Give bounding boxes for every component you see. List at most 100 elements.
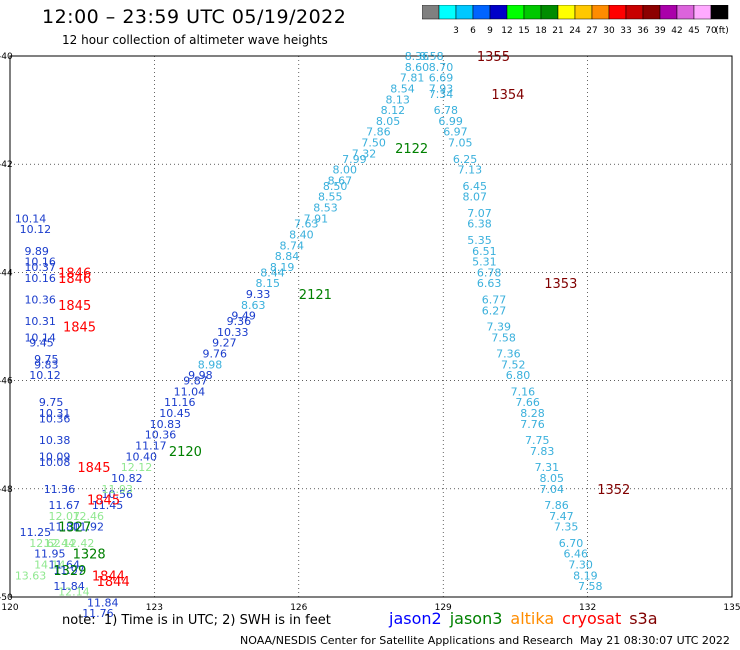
swh-reading: 10.40 [126, 450, 157, 463]
swh-reading: 11.64 [49, 559, 81, 572]
swh-reading: 6.97 [443, 126, 468, 139]
swh-reading: 10.08 [39, 456, 71, 469]
swh-reading: 8.63 [241, 299, 265, 312]
swh-reading: 8.19 [573, 569, 598, 582]
swh-reading: 10.36 [39, 412, 71, 425]
swh-reading: 8.00 [332, 164, 357, 177]
swh-reading: 11.97 [53, 564, 85, 577]
swh-reading: 7.16 [511, 385, 536, 398]
footnote: note: 1) Time is in UTC; 2) SWH is in fe… [62, 613, 331, 628]
swh-reading: 7.07 [467, 207, 492, 220]
swh-reading: 6.77 [482, 293, 507, 306]
swh-reading: 7.63 [294, 218, 319, 231]
swh-reading: 7.35 [554, 521, 579, 534]
satellite-altika: altika [510, 609, 555, 628]
swh-reading: 11.25 [20, 526, 52, 539]
legend-bin-label: 18 [535, 26, 547, 36]
swh-reading: 12.62 [29, 537, 61, 550]
pass-time-label: 2122 [395, 142, 428, 157]
pass-time-label: 1845 [58, 299, 91, 314]
swh-reading: 6.63 [477, 277, 502, 290]
swh-reading: 10.31 [39, 407, 71, 420]
page-title: 12:00 – 23:59 UTC 05/19/2022 [42, 6, 347, 28]
swh-reading: 10.31 [24, 315, 56, 328]
swh-reading: 9.89 [24, 245, 49, 258]
pass-time-label: 1354 [491, 88, 524, 103]
satellite-jason2: jason2 [389, 609, 442, 628]
swh-reading: 8.05 [376, 115, 401, 128]
swh-reading: 11.95 [34, 548, 66, 561]
swh-reading: 7.75 [525, 434, 550, 447]
swh-reading: 8.54 [390, 82, 415, 95]
swh-reading: 12.14 [58, 586, 89, 599]
swh-reading: 7.83 [530, 445, 555, 458]
swh-reading: 8.05 [539, 472, 564, 485]
swh-reading: 6.27 [482, 304, 507, 317]
swh-reading: 10.36 [145, 429, 177, 442]
swh-reading: 8.28 [520, 407, 545, 420]
swh-reading: 9.49 [231, 310, 256, 323]
swh-reading: 11.84 [87, 596, 119, 609]
swh-reading: 7.32 [352, 147, 377, 160]
swh-reading: 10.56 [101, 488, 133, 501]
swh-reading: 8.50 [323, 180, 348, 193]
pass-time-label: 2121 [299, 288, 332, 303]
swh-reading: 7.36 [496, 348, 521, 361]
swh-reading: 11.84 [53, 580, 85, 593]
pass-time-label: 1846 [58, 272, 91, 287]
swh-reading: 9.76 [203, 348, 228, 361]
swh-reading: 6.78 [434, 104, 459, 117]
swh-reading: 7.91 [304, 212, 329, 225]
swh-reading: 8.40 [289, 229, 314, 242]
swh-reading: 6.51 [472, 245, 497, 258]
swh-reading: 8.07 [462, 191, 487, 204]
legend-bin-label: 21 [552, 26, 563, 36]
swh-reading: 12.46 [73, 510, 105, 523]
lat-tick-label: -42 [0, 160, 13, 170]
lon-tick-label: 135 [723, 603, 740, 613]
swh-reading: 8.60 [405, 61, 430, 74]
swh-reading: 10.14 [24, 331, 56, 344]
swh-reading: 9.36 [227, 315, 252, 328]
swh-reading: 10.12 [29, 369, 61, 382]
swh-reading: 5.35 [467, 234, 492, 247]
legend-bin-label: 24 [569, 26, 581, 36]
swh-reading: 8.13 [385, 93, 410, 106]
swh-reading: 12.12 [121, 461, 153, 474]
legend-bin-label: 3 [453, 26, 459, 36]
satellite-legend: jason2 jason3 altika cryosat s3a [389, 609, 666, 628]
swh-reading: 8.70 [429, 61, 454, 74]
source-credit: NOAA/NESDIS Center for Satellite Applica… [240, 634, 574, 647]
swh-reading: 7.13 [458, 164, 483, 177]
swh-reading: 11.92 [73, 521, 105, 534]
swh-reading: 8.44 [260, 266, 285, 279]
swh-reading: 8.98 [198, 358, 223, 371]
legend-bin-label: 42 [671, 26, 682, 36]
pass-time-label: 1328 [73, 548, 106, 563]
swh-reading: 8.58 [419, 50, 444, 63]
swh-reading: 6.99 [438, 115, 463, 128]
swh-reading: 10.16 [24, 272, 56, 285]
swh-reading: 8.84 [275, 250, 300, 263]
swh-reading: 6.46 [564, 548, 589, 561]
swh-reading: 10.36 [24, 293, 56, 306]
map-frame [9, 55, 733, 598]
swh-reading: 6.69 [429, 72, 454, 85]
swh-reading: 10.16 [24, 256, 56, 269]
swh-reading: 7.86 [366, 126, 391, 139]
swh-reading: 8.55 [318, 191, 343, 204]
swh-reading: 12.44 [44, 537, 75, 550]
swh-reading: 7.58 [491, 331, 516, 344]
swh-reading: 7.99 [342, 153, 367, 166]
swh-reading: 9.27 [212, 337, 237, 350]
swh-reading: 8.53 [313, 201, 338, 214]
swh-reading: 11.45 [92, 499, 124, 512]
legend-bin-label: 15 [518, 26, 529, 36]
lon-tick-label: 126 [290, 603, 307, 613]
legend-bin-label: 39 [654, 26, 666, 36]
swh-reading: 6.25 [453, 153, 478, 166]
satellite-s3a: s3a [629, 609, 658, 628]
swh-reading: 8.15 [255, 277, 279, 290]
swh-reading: 11.04 [174, 385, 206, 398]
swh-reading: 10.33 [217, 326, 249, 339]
